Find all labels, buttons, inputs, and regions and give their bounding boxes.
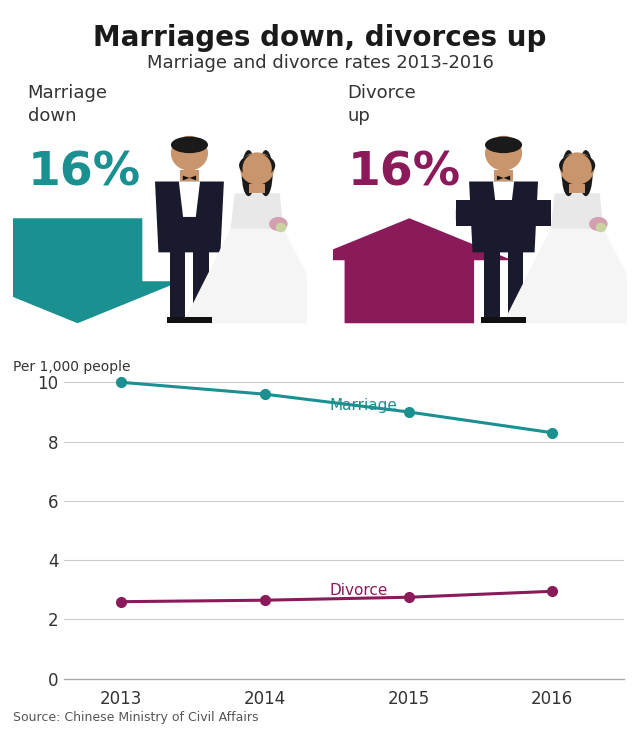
Polygon shape	[569, 184, 585, 194]
Text: 16%: 16%	[28, 150, 141, 195]
Polygon shape	[493, 182, 514, 217]
Text: Marriage
down: Marriage down	[28, 85, 108, 124]
Ellipse shape	[276, 223, 286, 232]
Polygon shape	[503, 229, 640, 323]
Ellipse shape	[563, 153, 592, 184]
Text: Per 1,000 people: Per 1,000 people	[13, 360, 131, 374]
Polygon shape	[0, 218, 180, 323]
Text: Marriage: Marriage	[330, 398, 397, 412]
Polygon shape	[456, 200, 508, 220]
Polygon shape	[155, 182, 224, 252]
Polygon shape	[502, 317, 526, 323]
Ellipse shape	[269, 217, 287, 231]
Polygon shape	[183, 176, 189, 180]
Ellipse shape	[559, 154, 595, 177]
Text: Divorce: Divorce	[330, 583, 388, 598]
Polygon shape	[249, 184, 265, 194]
Text: Marriages down, divorces up: Marriages down, divorces up	[93, 24, 547, 52]
Ellipse shape	[562, 150, 575, 196]
Ellipse shape	[485, 136, 522, 170]
Polygon shape	[189, 176, 196, 180]
Polygon shape	[179, 182, 200, 217]
Polygon shape	[170, 252, 186, 323]
Ellipse shape	[485, 136, 522, 153]
Polygon shape	[550, 194, 604, 229]
Ellipse shape	[171, 136, 208, 153]
Ellipse shape	[243, 153, 272, 184]
Polygon shape	[193, 252, 209, 323]
Polygon shape	[481, 317, 505, 323]
Ellipse shape	[242, 150, 255, 196]
Polygon shape	[180, 170, 198, 182]
Ellipse shape	[589, 217, 607, 231]
Ellipse shape	[560, 152, 595, 184]
Polygon shape	[494, 170, 513, 182]
Polygon shape	[504, 176, 510, 180]
Polygon shape	[497, 176, 504, 180]
Polygon shape	[456, 200, 551, 226]
Ellipse shape	[259, 150, 273, 196]
Text: Marriage and divorce rates 2013-2016: Marriage and divorce rates 2013-2016	[147, 54, 493, 72]
Polygon shape	[183, 229, 332, 323]
Polygon shape	[469, 182, 538, 252]
Polygon shape	[307, 218, 513, 323]
Text: Divorce
up: Divorce up	[348, 85, 416, 124]
Ellipse shape	[171, 136, 208, 170]
Text: BBC: BBC	[567, 719, 601, 734]
Text: 16%: 16%	[348, 150, 461, 195]
Polygon shape	[188, 317, 212, 323]
Ellipse shape	[239, 154, 275, 177]
Polygon shape	[508, 252, 524, 323]
Polygon shape	[484, 252, 500, 323]
Polygon shape	[167, 317, 191, 323]
Ellipse shape	[240, 152, 275, 184]
Text: Source: Chinese Ministry of Civil Affairs: Source: Chinese Ministry of Civil Affair…	[13, 711, 259, 724]
Ellipse shape	[596, 223, 606, 232]
Polygon shape	[230, 194, 284, 229]
Ellipse shape	[579, 150, 593, 196]
